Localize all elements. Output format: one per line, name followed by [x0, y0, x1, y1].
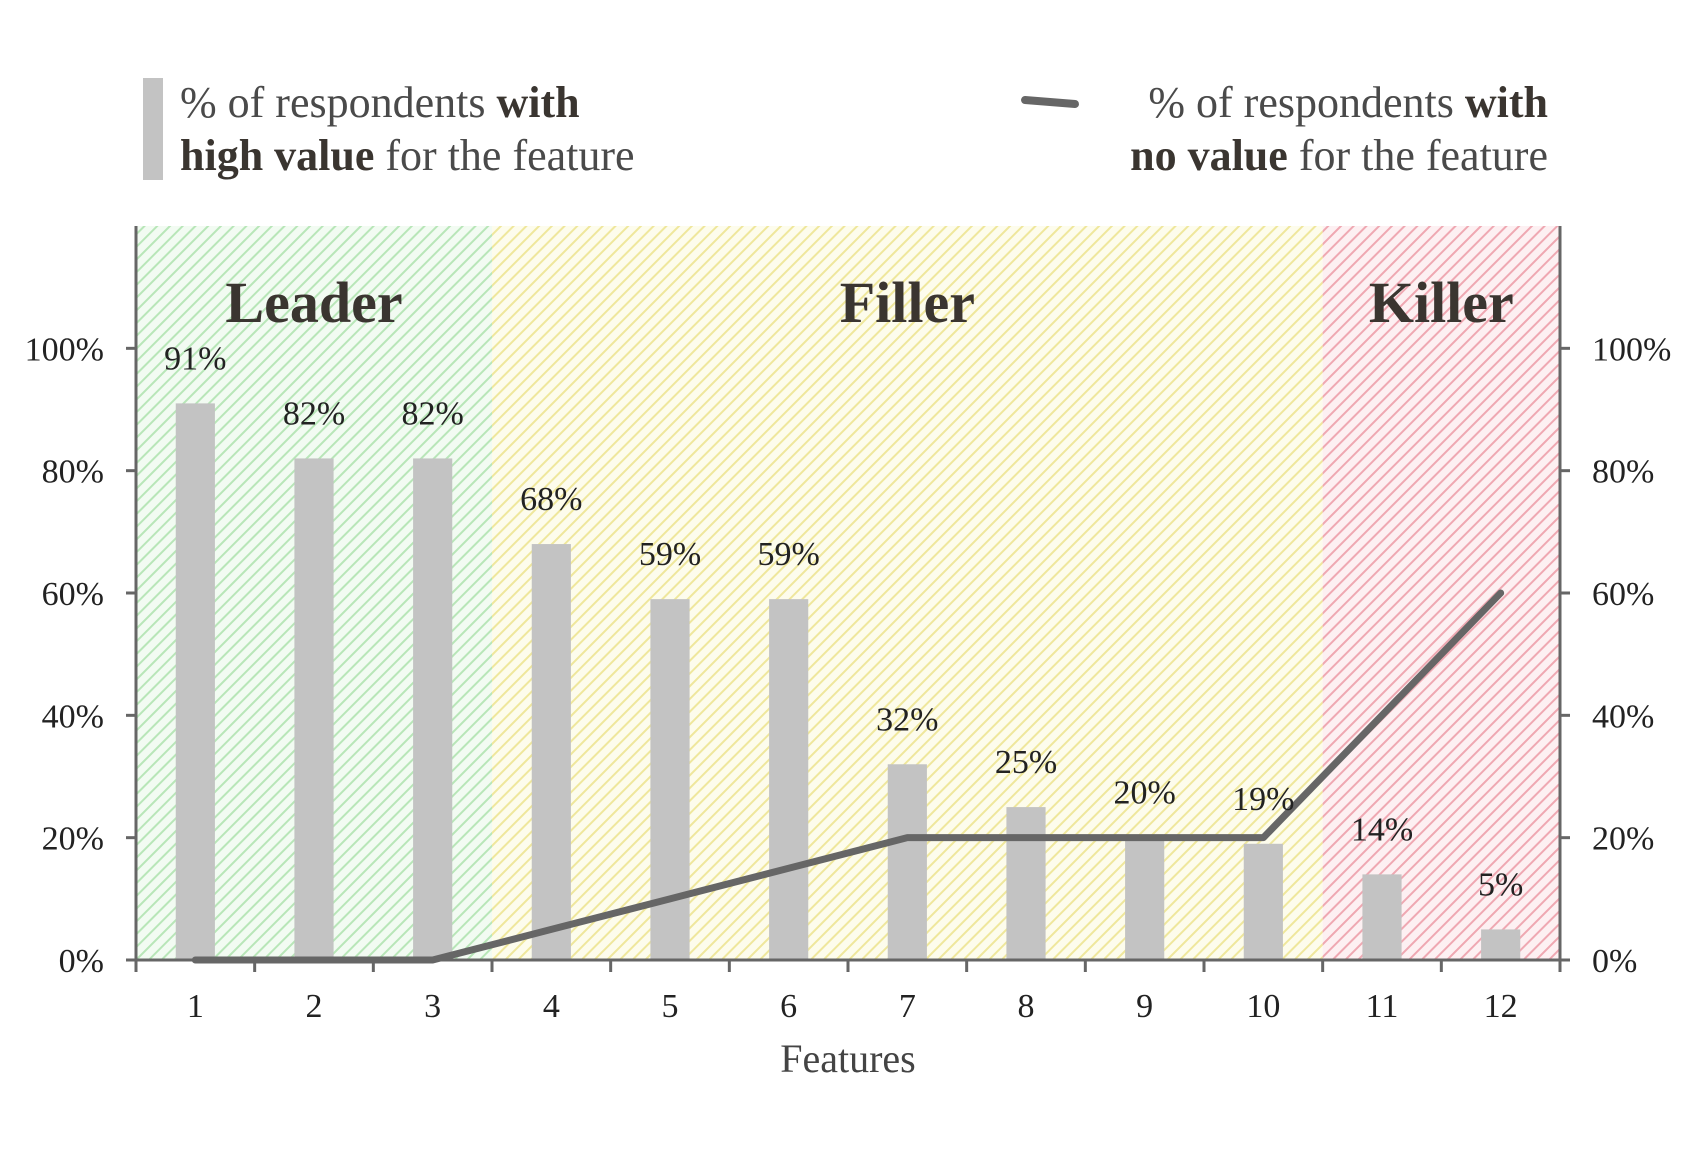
y-tick-label-right: 80% [1592, 454, 1654, 491]
x-tick-label: 11 [1366, 988, 1399, 1025]
bar-data-label: 32% [876, 701, 938, 738]
legend-bars-line2: high value for the feature [180, 131, 635, 180]
legend: % of respondents with high value for the… [143, 78, 1548, 180]
y-tick-label-left: 100% [25, 331, 104, 368]
legend-line-line2: no value for the feature [1130, 131, 1548, 180]
bar-data-label: 20% [1114, 775, 1176, 812]
bar [294, 458, 334, 960]
bar-data-label: 59% [639, 536, 701, 573]
bar-data-label: 25% [995, 744, 1057, 781]
bar-data-label: 5% [1478, 866, 1523, 903]
x-tick-label: 2 [306, 988, 323, 1025]
bar-data-label: 82% [402, 395, 464, 432]
x-tick-label: 6 [780, 988, 797, 1025]
bar [1125, 837, 1165, 960]
y-tick-label-left: 60% [42, 576, 104, 613]
y-tick-label-right: 20% [1592, 821, 1654, 858]
x-tick-label: 7 [899, 988, 916, 1025]
bar-data-label: 82% [283, 395, 345, 432]
bar [1362, 874, 1402, 960]
y-tick-label-left: 80% [42, 454, 104, 491]
bar-data-label: 19% [1232, 781, 1294, 818]
x-tick-label: 10 [1246, 988, 1280, 1025]
y-tick-label-right: 60% [1592, 576, 1654, 613]
x-tick-label: 3 [424, 988, 441, 1025]
y-tick-label-left: 40% [42, 698, 104, 735]
no-value-line [191, 589, 1505, 964]
axes: 0% 0%20% 20%40% 40%60% 60%80% 80%100% 100%1 2 3 4… [25, 226, 1671, 1025]
x-tick-label: 4 [543, 988, 560, 1025]
zone-label-killer: Killer [1369, 270, 1514, 335]
bar-data-label: 68% [520, 481, 582, 518]
bar [531, 544, 571, 960]
bar [887, 764, 927, 960]
x-axis-title: Features [780, 1036, 916, 1081]
bar [1481, 929, 1521, 960]
zone-label-leader: Leader [225, 270, 402, 335]
legend-bar-swatch [143, 78, 163, 180]
bar [175, 403, 215, 961]
x-tick-label: 8 [1018, 988, 1035, 1025]
bar [413, 458, 453, 960]
y-tick-label-right: 40% [1592, 698, 1654, 735]
y-tick-label-right: 0% [1592, 943, 1637, 980]
bar-data-label: 14% [1351, 811, 1413, 848]
zone-killer [1322, 226, 1560, 960]
legend-bars-line1: % of respondents with [180, 78, 580, 127]
x-tick-label: 9 [1136, 988, 1153, 1025]
bar [1006, 807, 1046, 960]
line-series [191, 589, 1505, 964]
labels: Leader Filler Killer 91% 82% 82% 68% 59% 59% 32% 2… [164, 270, 1523, 903]
bar [769, 599, 809, 960]
bar-data-label: 59% [758, 536, 820, 573]
legend-line-swatch [1021, 96, 1079, 108]
y-tick-label-right: 100% [1592, 331, 1671, 368]
bar-data-label: 91% [164, 340, 226, 377]
zone-label-filler: Filler [840, 270, 975, 335]
y-tick-label-left: 20% [42, 821, 104, 858]
legend-line-line1: % of respondents with [1148, 78, 1548, 127]
bar [1243, 843, 1283, 960]
x-tick-label: 1 [187, 988, 204, 1025]
x-tick-label: 5 [662, 988, 679, 1025]
y-tick-label-left: 0% [59, 943, 104, 980]
x-tick-label: 12 [1484, 988, 1518, 1025]
